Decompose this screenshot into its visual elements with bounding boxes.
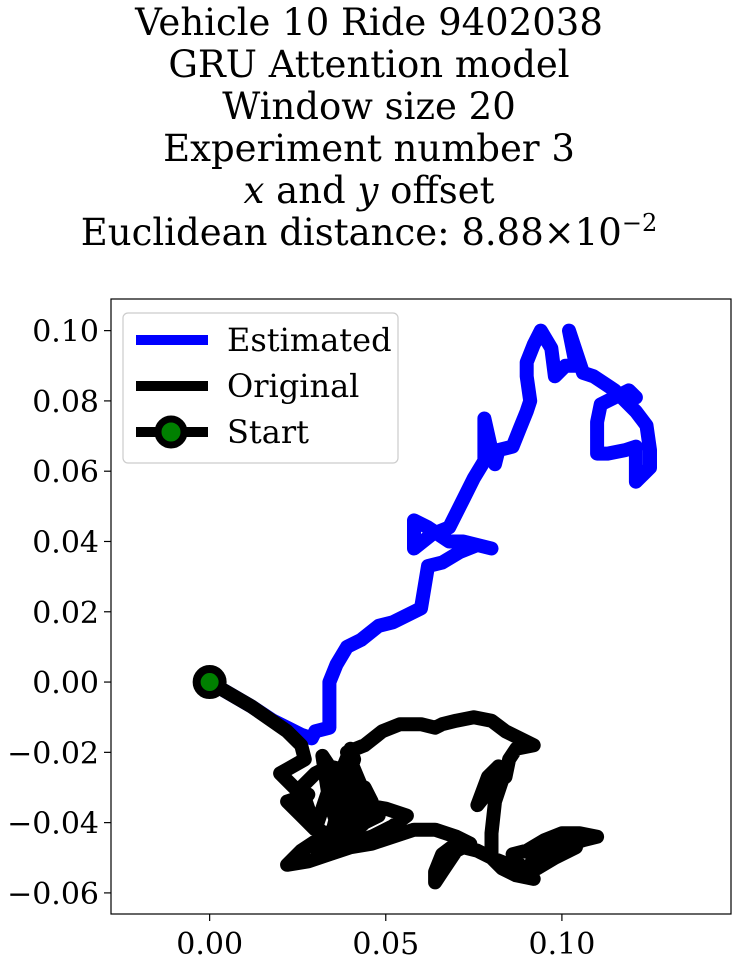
series-line-original	[202, 675, 605, 890]
legend: Estimated Original Start	[122, 312, 399, 464]
x-axis: 0.00 0.05 0.10	[176, 914, 595, 961]
chart-title: Vehicle 10 Ride 9402038 GRU Attention mo…	[0, 2, 738, 258]
title-line-6: Euclidean distance: 8.88×10−2	[80, 209, 658, 254]
y-tick-label: −0.04	[7, 807, 99, 842]
legend-box	[122, 312, 399, 464]
y-tick-label: −0.02	[7, 736, 99, 771]
title-line-1: Vehicle 10 Ride 9402038	[135, 1, 603, 44]
x-tick-label: 0.00	[176, 927, 243, 961]
title-line-5: x and y offset	[243, 169, 495, 212]
legend-start-marker	[154, 415, 188, 449]
legend-estimated-label: Estimated	[227, 321, 392, 359]
title-line-2: GRU Attention model	[168, 43, 570, 86]
y-tick-label: −0.06	[7, 877, 99, 912]
axes-frame	[110, 298, 732, 915]
legend-start-label: Start	[227, 413, 309, 451]
y-tick-label: 0.02	[32, 596, 99, 631]
x-tick-label: 0.10	[529, 927, 596, 961]
start-layer	[192, 665, 227, 700]
y-tick-label: 0.04	[32, 525, 99, 560]
title-line-3: Window size 20	[222, 85, 516, 128]
title-line-4: Experiment number 3	[163, 127, 575, 170]
legend-original-label: Original	[227, 367, 359, 405]
y-tick-label: 0.00	[32, 666, 99, 701]
series-line-estimated	[202, 323, 657, 746]
y-axis: 0.10 0.08 0.06 0.04 0.02 0.00 −0.02 −0.04 −0.06	[7, 315, 111, 912]
y-tick-label: 0.08	[32, 385, 99, 420]
y-tick-label: 0.06	[32, 455, 99, 490]
series-layer	[202, 323, 657, 890]
x-tick-label: 0.05	[352, 927, 419, 961]
start-marker	[192, 665, 227, 700]
y-tick-label: 0.10	[32, 315, 99, 350]
